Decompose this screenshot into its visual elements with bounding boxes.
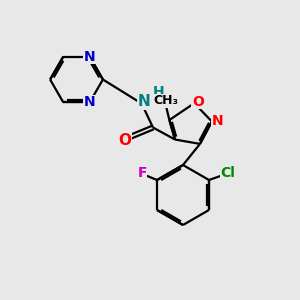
Text: N: N: [212, 115, 223, 128]
Text: N: N: [84, 50, 95, 64]
Text: O: O: [192, 95, 204, 109]
Text: Cl: Cl: [221, 166, 236, 180]
Text: F: F: [137, 166, 147, 180]
Text: N: N: [84, 95, 95, 110]
Text: CH₃: CH₃: [153, 94, 178, 107]
Text: H: H: [152, 85, 164, 99]
Text: N: N: [138, 94, 150, 110]
Text: O: O: [118, 133, 131, 148]
